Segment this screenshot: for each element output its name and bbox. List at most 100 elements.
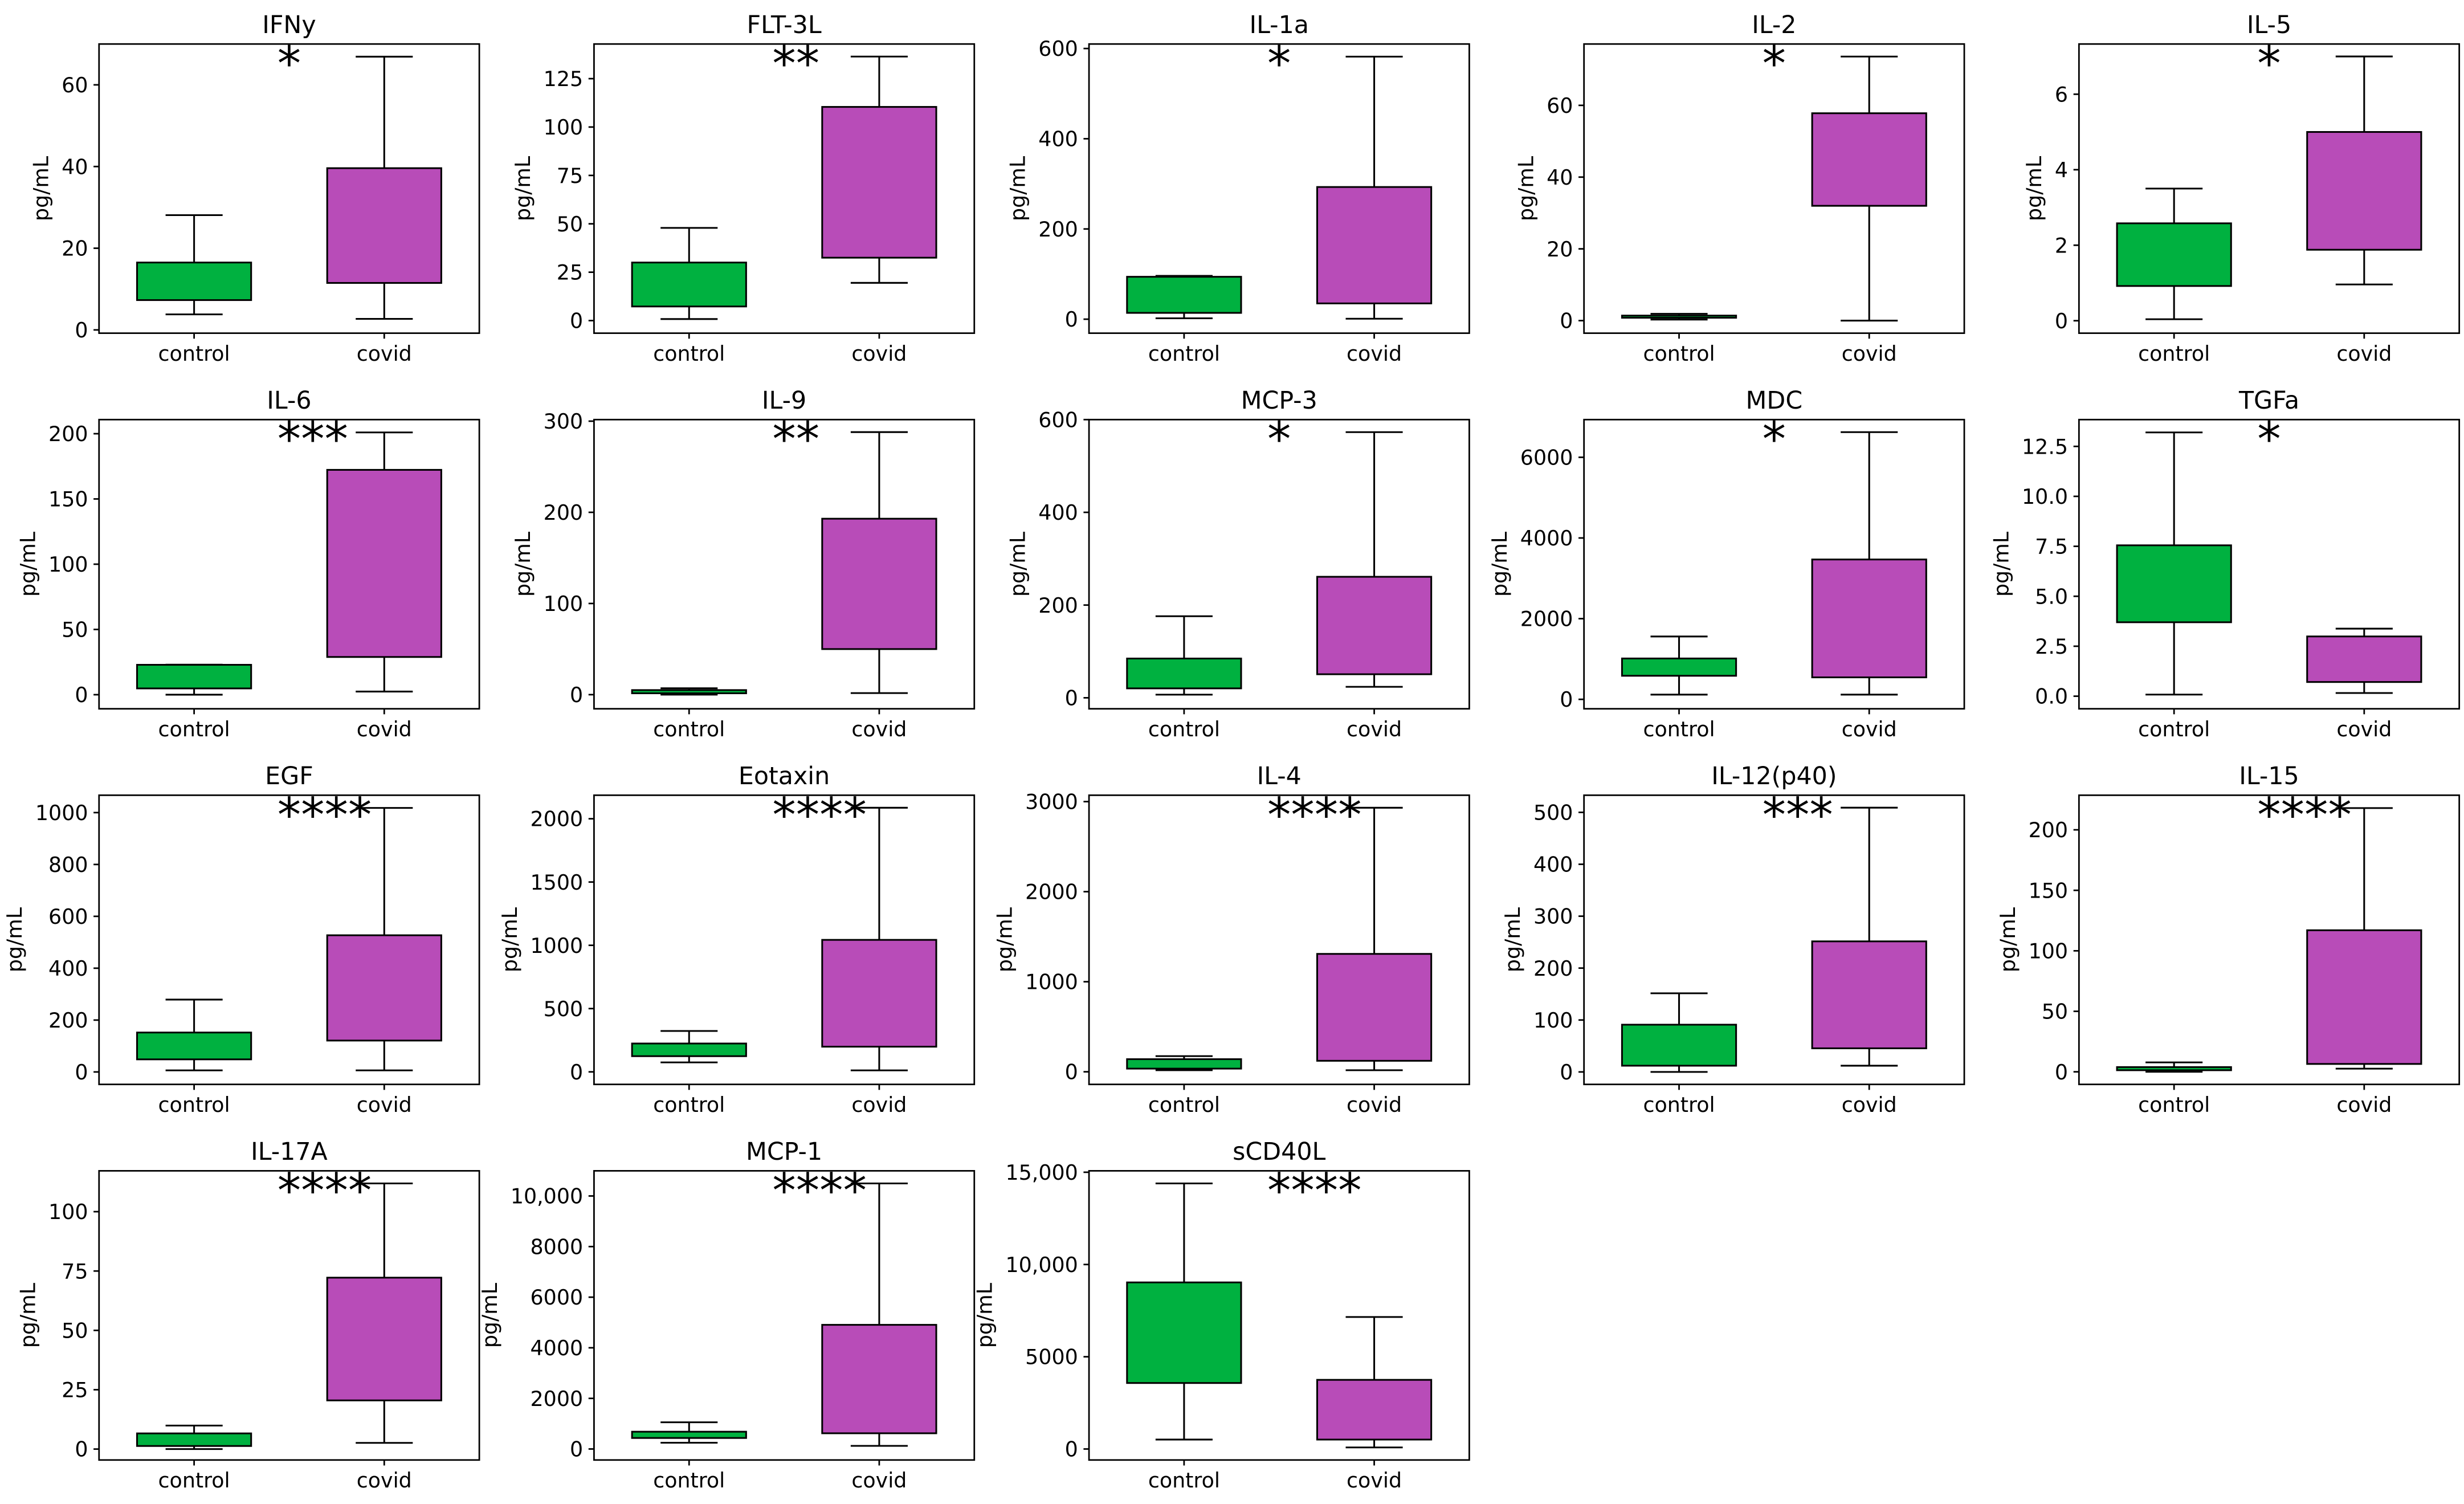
axes-frame [593, 1170, 976, 1461]
y-tick-label: 50 [62, 1318, 88, 1343]
box-control [136, 214, 252, 316]
box-body [136, 1432, 252, 1447]
y-tick-label: 150 [48, 487, 88, 512]
y-tick-label: 0 [570, 683, 583, 707]
x-tick-label: covid [357, 1093, 412, 1117]
box-control [2116, 188, 2232, 320]
box-body [1621, 657, 1737, 677]
y-tick-label: 10,000 [511, 1184, 583, 1209]
y-tick-label: 6000 [1520, 445, 1573, 470]
significance-stars: * [2257, 36, 2281, 92]
significance-stars: * [2257, 412, 2281, 467]
axes-frame [2078, 43, 2461, 334]
significance-stars: **** [772, 1163, 866, 1218]
panel-title: Eotaxin [739, 762, 830, 790]
y-tick-label: 0 [1065, 1060, 1078, 1085]
box-control [631, 1030, 747, 1063]
y-tick-label: 25 [62, 1378, 88, 1403]
x-tick-label: control [653, 1093, 725, 1117]
box-body [1316, 953, 1433, 1062]
y-tick-label: 400 [1038, 500, 1078, 525]
panel-title: IFNy [262, 11, 316, 39]
axes-frame [1088, 1170, 1470, 1461]
axes-frame [1583, 418, 1965, 710]
box-control [631, 1421, 747, 1444]
y-axis-label: pg/mL [15, 531, 40, 597]
y-tick-label: 125 [544, 67, 583, 91]
panel-title: EGF [265, 762, 313, 790]
x-tick-label: covid [2336, 341, 2392, 366]
box-body [821, 939, 937, 1048]
box-control [136, 998, 252, 1071]
y-tick-label: 500 [544, 997, 583, 1021]
axes-frame [1088, 794, 1470, 1086]
panel-title: IL-15 [2239, 762, 2299, 790]
y-tick-label: 100 [544, 115, 583, 140]
y-tick-label: 150 [2029, 878, 2068, 903]
x-tick-label: control [2138, 1093, 2210, 1117]
box-control [136, 663, 252, 696]
x-tick-label: covid [1347, 1093, 1402, 1117]
box-body [2116, 222, 2232, 287]
x-tick-label: control [1148, 1468, 1220, 1493]
y-axis-label: pg/mL [511, 156, 535, 221]
panel-egf: control covid 0 200 400 600 800 1000 pg/mL EGF***… [2, 762, 480, 1117]
x-tick-label: covid [357, 1468, 412, 1493]
y-tick-label: 2000 [531, 807, 584, 832]
y-axis-label: pg/mL [1006, 156, 1030, 221]
axes-frame [1088, 43, 1470, 334]
x-tick-label: control [2138, 717, 2210, 741]
y-tick-label: 0 [1560, 1060, 1573, 1085]
box-covid [1811, 55, 1927, 322]
y-axis-label: pg/mL [1500, 907, 1525, 972]
axes-frame [98, 1170, 480, 1461]
y-tick-label: 40 [62, 154, 88, 179]
y-tick-label: 25 [557, 260, 583, 285]
panel-scd40l: control covid 0 5000 10,000 15,000 pg/mL sCD40L… [973, 1138, 1470, 1493]
box-covid [2306, 627, 2422, 694]
y-tick-label: 600 [1038, 407, 1078, 432]
y-tick-label: 0 [2055, 1060, 2068, 1085]
y-tick-label: 400 [1038, 127, 1078, 152]
x-tick-label: control [158, 1093, 230, 1117]
y-tick-label: 50 [557, 212, 583, 237]
box-covid [821, 806, 937, 1071]
panel-title: IL-2 [1752, 11, 1796, 39]
panel-ifny: control covid 0 20 40 60 pg/mL IFNy* [28, 11, 480, 366]
significance-stars: *** [278, 412, 348, 467]
x-tick-label: covid [357, 341, 412, 366]
box-body [2306, 131, 2422, 251]
y-tick-label: 1000 [35, 801, 88, 825]
box-body [1811, 112, 1927, 207]
y-axis-label: pg/mL [1487, 531, 1512, 597]
y-axis-label: pg/mL [1989, 531, 2013, 597]
box-covid [2306, 807, 2422, 1070]
box-covid [1316, 55, 1433, 320]
x-tick-label: covid [1347, 717, 1402, 741]
panel-title: IL-1a [1249, 11, 1308, 39]
y-tick-label: 200 [48, 1008, 88, 1033]
significance-stars: * [1763, 412, 1786, 467]
panel-il-17a: control covid 0 25 50 75 100 pg/mL IL-17A**** [15, 1138, 480, 1493]
panel-title: FLT-3L [747, 11, 822, 39]
axes-frame [1583, 43, 1965, 334]
panel-title: IL-9 [762, 386, 806, 415]
y-tick-label: 100 [1533, 1008, 1573, 1033]
significance-stars: * [278, 36, 301, 92]
y-axis-label: pg/mL [973, 1282, 997, 1348]
x-tick-label: covid [851, 1093, 907, 1117]
box-body [821, 106, 937, 259]
y-tick-label: 0 [570, 309, 583, 333]
y-tick-label: 0 [570, 1060, 583, 1085]
axes-frame [98, 418, 480, 710]
x-tick-label: covid [851, 341, 907, 366]
y-tick-label: 40 [1547, 165, 1573, 190]
axes-frame [2078, 418, 2461, 710]
y-tick-label: 600 [1038, 36, 1078, 61]
box-body [326, 167, 442, 284]
box-control [631, 227, 747, 320]
box-body [136, 1032, 252, 1061]
y-tick-label: 100 [48, 552, 88, 577]
y-tick-label: 200 [48, 422, 88, 446]
y-tick-label: 4000 [531, 1336, 584, 1360]
